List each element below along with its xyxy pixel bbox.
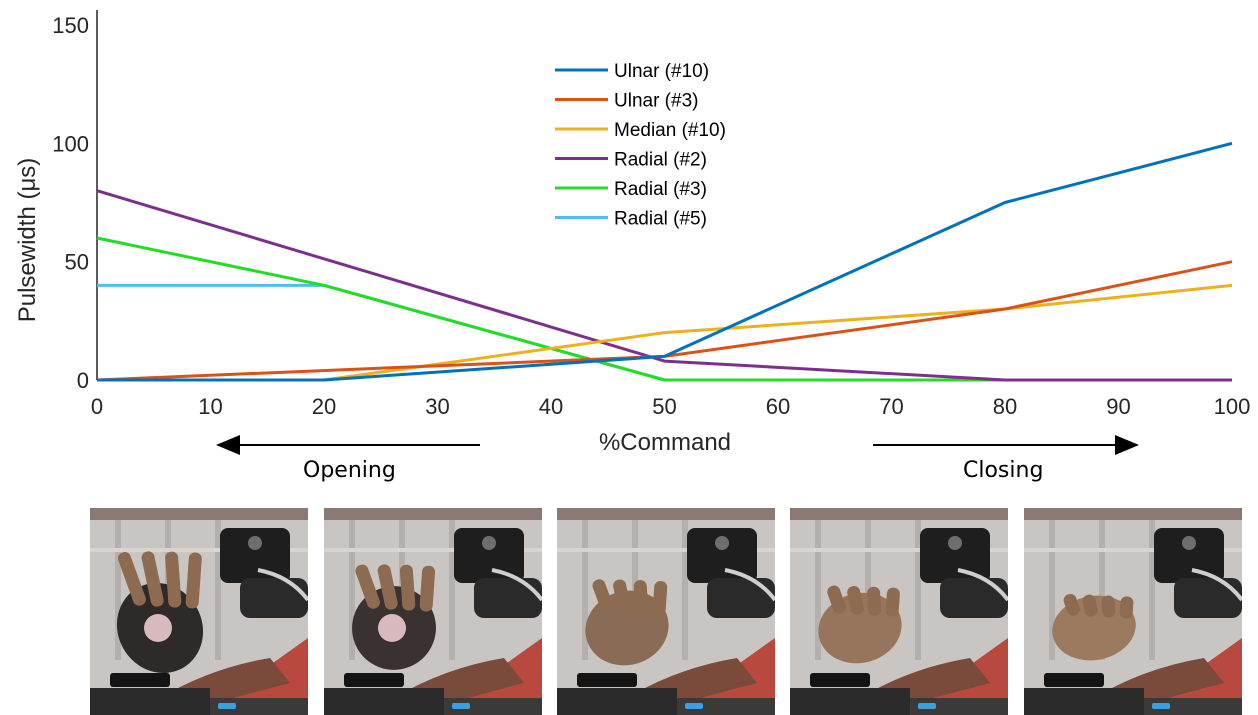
hand-partly-open-photo bbox=[324, 508, 542, 715]
x-tick-label: 70 bbox=[879, 394, 903, 419]
hand-closed-photo bbox=[1024, 508, 1242, 715]
x-tick-label: 90 bbox=[1106, 394, 1130, 419]
x-tick-label: 50 bbox=[652, 394, 676, 419]
legend-label: Median (#10) bbox=[614, 120, 726, 141]
legend-label: Radial (#2) bbox=[614, 150, 707, 171]
legend-label: Ulnar (#3) bbox=[614, 91, 698, 112]
x-tick-label: 40 bbox=[539, 394, 563, 419]
series-layer bbox=[96, 141, 1233, 382]
series-line bbox=[96, 236, 1232, 382]
x-tick-label: 10 bbox=[198, 394, 222, 419]
opening-label: Opening bbox=[303, 458, 396, 483]
x-tick-label: 60 bbox=[766, 394, 790, 419]
x-tick-label: 100 bbox=[1214, 394, 1251, 419]
series-line bbox=[97, 283, 1233, 382]
x-tick-label: 0 bbox=[91, 394, 103, 419]
y-tick-label: 0 bbox=[77, 368, 89, 393]
legend-label: Radial (#3) bbox=[614, 179, 707, 200]
closing-label: Closing bbox=[963, 458, 1044, 483]
series-line bbox=[96, 260, 1233, 382]
y-tick-label: 150 bbox=[52, 13, 89, 38]
y-tick-label: 50 bbox=[65, 250, 89, 275]
y-axis-title: Pulsewidth (μs) bbox=[14, 158, 41, 323]
x-tick-label: 30 bbox=[425, 394, 449, 419]
legend-label: Radial (#5) bbox=[614, 209, 707, 230]
legend-label: Ulnar (#10) bbox=[614, 61, 709, 82]
hand-neutral-photo bbox=[557, 508, 775, 715]
series-line bbox=[96, 189, 1232, 382]
hand-open-photo bbox=[90, 508, 308, 715]
hand-partly-closed-photo bbox=[790, 508, 1008, 715]
series-line bbox=[97, 141, 1233, 382]
y-tick-label: 100 bbox=[52, 131, 89, 156]
legend: Ulnar (#10) Ulnar (#3) Median (#10) Radial … bbox=[555, 61, 726, 230]
tick-layer: 0 10 20 30 40 50 60 70 80 90 100 0 50 100 150 bbox=[52, 13, 1250, 419]
hand-photo-strip bbox=[90, 508, 1242, 715]
x-tick-label: 20 bbox=[312, 394, 336, 419]
x-tick-label: 80 bbox=[993, 394, 1017, 419]
x-axis-title: %Command bbox=[599, 429, 731, 456]
pulsewidth-chart: 0 10 20 30 40 50 60 70 80 90 100 0 50 100 150 %Command… bbox=[14, 10, 1250, 456]
